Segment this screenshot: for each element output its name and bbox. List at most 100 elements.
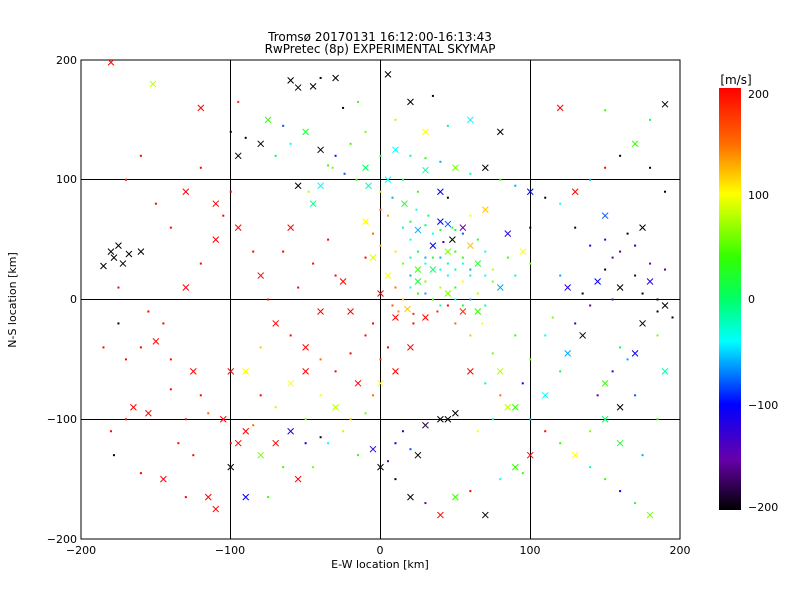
data-point-dot [244, 136, 247, 139]
data-point-dot [671, 316, 674, 319]
data-point-dot [514, 274, 517, 277]
data-point-cross [257, 140, 265, 148]
data-point-cross [130, 403, 137, 411]
data-point-cross [309, 200, 317, 208]
data-point-cross [362, 218, 369, 226]
data-point-dot [559, 370, 562, 373]
data-point-dot [491, 418, 494, 421]
data-point-dot [454, 298, 457, 301]
data-point-dot [469, 268, 472, 271]
data-point-dot [619, 154, 622, 157]
data-point-cross [317, 182, 324, 190]
data-point-dot [551, 316, 554, 319]
data-point-cross [449, 236, 456, 243]
data-point-dot [252, 250, 255, 253]
data-point-cross [564, 350, 572, 357]
data-point-dot [397, 310, 400, 313]
data-point-cross [631, 350, 639, 357]
data-point-dot [349, 142, 352, 145]
data-point-dot [124, 418, 127, 421]
data-point-cross [302, 344, 309, 351]
data-point-cross [227, 463, 235, 471]
x-tick-label: 200 [670, 544, 691, 557]
data-point-dot [199, 166, 202, 169]
data-point-cross [504, 403, 512, 411]
data-point-cross [481, 164, 489, 172]
data-point-dot [409, 256, 412, 259]
colorbar-unit-label: [m/s] [720, 73, 751, 87]
data-point-cross [459, 224, 467, 232]
data-point-dot [427, 214, 430, 217]
data-point-cross [257, 451, 265, 459]
data-point-dot [229, 442, 232, 445]
data-point-dot [364, 256, 367, 259]
data-point-dot [327, 442, 330, 445]
data-point-cross [526, 451, 534, 459]
data-point-cross [646, 278, 654, 285]
data-point-dot [611, 370, 614, 373]
data-point-dot [544, 196, 547, 199]
data-point-cross [474, 260, 482, 267]
data-point-cross [384, 71, 392, 78]
data-point-dot [581, 292, 584, 295]
data-point-dot [619, 250, 622, 253]
data-point-cross [160, 475, 167, 483]
data-point-cross [556, 104, 564, 112]
data-point-cross [332, 74, 339, 82]
data-point-cross [392, 314, 399, 321]
data-point-dot [282, 466, 285, 469]
data-point-dot [139, 154, 142, 157]
data-point-dot [342, 430, 345, 433]
colorbar-tick-label: −100 [748, 399, 778, 412]
data-point-cross [594, 278, 601, 285]
data-point-dot [424, 262, 427, 265]
x-axis: −200 −100 0 100 200 E-W location [km] [66, 544, 691, 571]
data-point-cross [661, 100, 669, 108]
data-point-dot [416, 250, 419, 253]
data-point-dot [416, 190, 419, 193]
data-point-dot [237, 100, 240, 103]
data-point-dot [589, 244, 592, 247]
data-point-cross [601, 379, 609, 387]
data-point-cross [182, 284, 190, 291]
data-point-dot [379, 358, 382, 361]
data-point-dot [424, 292, 427, 295]
data-point-dot [484, 382, 487, 385]
data-point-cross [571, 451, 579, 459]
data-point-cross [149, 80, 157, 88]
y-axis: 200 100 0 −100 −200 N-S location [km] [6, 54, 77, 546]
y-tick-label: −100 [47, 413, 77, 426]
colorbar-tick-label: −200 [748, 501, 778, 514]
data-point-dot [386, 346, 389, 349]
gridlines [81, 60, 680, 539]
data-point-dot [267, 496, 270, 499]
data-point-dot [409, 154, 412, 157]
data-point-dot [169, 388, 172, 391]
data-point-dot [439, 268, 442, 271]
data-point-dot [409, 448, 412, 451]
data-point-dot [589, 430, 592, 433]
data-point-dot [596, 394, 599, 397]
data-point-cross [317, 308, 324, 315]
data-point-dot [589, 466, 592, 469]
data-point-dot [431, 256, 434, 259]
data-point-cross [212, 505, 220, 513]
data-point-dot [319, 358, 322, 361]
data-point-dot [454, 229, 457, 232]
data-point-cross [287, 427, 295, 435]
data-point-dot [634, 274, 637, 277]
data-point-dot [506, 256, 509, 259]
data-point-dot [491, 280, 494, 283]
data-point-dot [589, 178, 592, 181]
data-point-dot [289, 334, 292, 337]
data-point-cross [272, 439, 280, 447]
data-point-dot [491, 352, 494, 355]
data-point-cross [571, 188, 579, 196]
data-point-cross [264, 116, 272, 124]
data-point-dot [102, 346, 105, 349]
data-point-dot [319, 76, 322, 79]
data-point-dot [319, 436, 322, 439]
data-point-cross [466, 242, 474, 249]
data-point-cross [466, 116, 474, 124]
data-point-dot [649, 262, 652, 265]
